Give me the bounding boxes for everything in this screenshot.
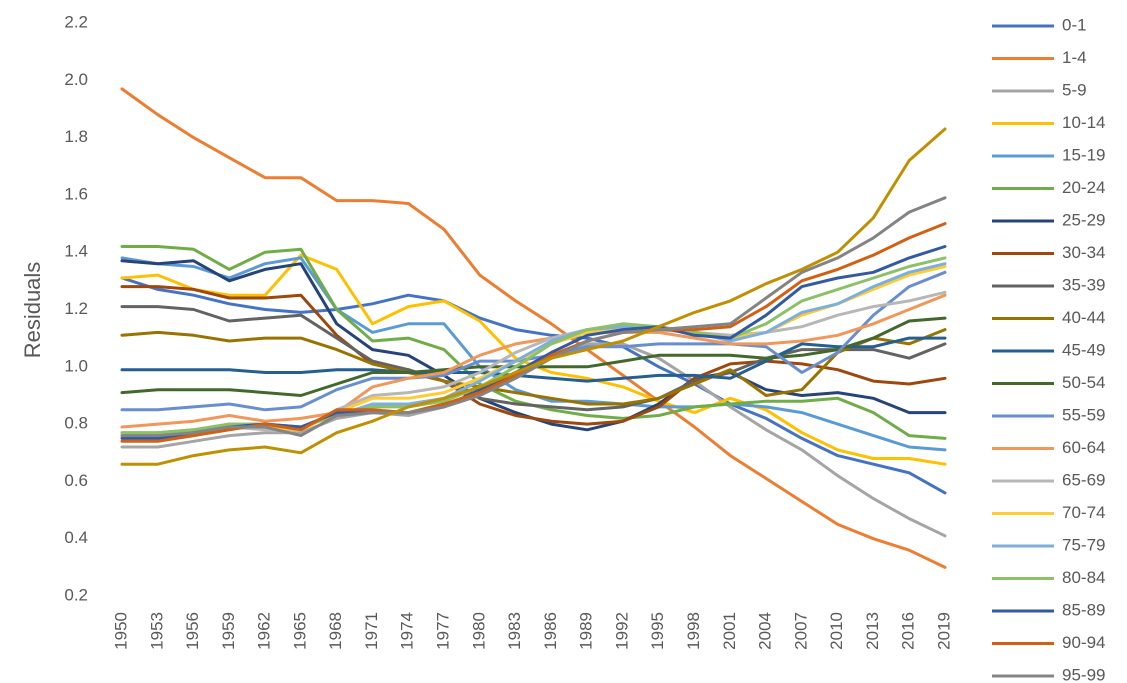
y-tick-label: 1.8 <box>64 127 88 146</box>
x-tick-label: 1965 <box>290 612 309 650</box>
x-tick-label: 1980 <box>469 612 488 650</box>
x-tick-label: 1983 <box>505 612 524 650</box>
x-tick-label: 1977 <box>434 612 453 650</box>
x-tick-label: 1986 <box>541 612 560 650</box>
x-tick-label: 2013 <box>863 612 882 650</box>
x-tick-label: 1956 <box>183 612 202 650</box>
x-tick-label: 1989 <box>577 612 596 650</box>
y-tick-label: 2.0 <box>64 70 88 89</box>
x-tick-label: 1953 <box>147 612 166 650</box>
x-tick-label: 2010 <box>827 612 846 650</box>
x-tick-label: 1971 <box>362 612 381 650</box>
legend-label: 20-24 <box>1062 178 1105 197</box>
series-line <box>120 127 947 466</box>
series-line <box>120 276 947 495</box>
legend-label: 5-9 <box>1062 80 1087 99</box>
legend-label: 1-4 <box>1062 48 1087 67</box>
legend-label: 90-94 <box>1062 633 1105 652</box>
series-line <box>120 87 947 569</box>
x-tick-label: 2019 <box>934 612 953 650</box>
series-line <box>120 285 947 426</box>
x-tick-label: 1992 <box>612 612 631 650</box>
legend-label: 70-74 <box>1062 503 1105 522</box>
series-line <box>120 305 947 412</box>
y-tick-label: 0.6 <box>64 471 88 490</box>
legend-label: 85-89 <box>1062 600 1105 619</box>
x-tick-label: 2016 <box>899 612 918 650</box>
series-line <box>120 336 947 383</box>
x-tick-label: 2007 <box>791 612 810 650</box>
series-line <box>120 270 947 412</box>
x-tick-label: 1974 <box>398 612 417 650</box>
x-tick-label: 1950 <box>111 612 130 650</box>
legend-label: 65-69 <box>1062 470 1105 489</box>
legend-label: 35-39 <box>1062 275 1105 294</box>
legend-label: 30-34 <box>1062 243 1105 262</box>
y-axis-label: Residuals <box>20 262 45 359</box>
legend-label: 95-99 <box>1062 665 1105 683</box>
legend-label: 80-84 <box>1062 568 1105 587</box>
legend-label: 55-59 <box>1062 405 1105 424</box>
series-line <box>120 290 947 440</box>
legend-label: 75-79 <box>1062 535 1105 554</box>
legend-label: 45-49 <box>1062 340 1105 359</box>
y-tick-label: 2.2 <box>64 12 88 31</box>
series-line <box>120 328 947 406</box>
x-tick-label: 2001 <box>720 612 739 650</box>
x-tick-label: 1962 <box>255 612 274 650</box>
y-tick-label: 0.4 <box>64 528 88 547</box>
y-tick-label: 0.2 <box>64 585 88 604</box>
y-tick-label: 1.6 <box>64 184 88 203</box>
legend-label: 25-29 <box>1062 210 1105 229</box>
series-line <box>120 342 947 538</box>
x-tick-label: 1968 <box>326 612 345 650</box>
legend-label: 50-54 <box>1062 373 1105 392</box>
x-tick-label: 1995 <box>648 612 667 650</box>
series-line <box>120 196 947 438</box>
legend-label: 0-1 <box>1062 15 1087 34</box>
legend-label: 60-64 <box>1062 438 1105 457</box>
y-tick-label: 1.0 <box>64 356 88 375</box>
x-tick-label: 1998 <box>684 612 703 650</box>
legend-label: 40-44 <box>1062 308 1105 327</box>
y-tick-label: 1.4 <box>64 242 88 261</box>
x-tick-label: 2004 <box>756 612 775 650</box>
legend-label: 15-19 <box>1062 145 1105 164</box>
y-tick-label: 1.2 <box>64 299 88 318</box>
x-tick-label: 1959 <box>219 612 238 650</box>
legend-label: 10-14 <box>1062 113 1105 132</box>
y-tick-label: 0.8 <box>64 414 88 433</box>
series-line <box>120 293 947 429</box>
